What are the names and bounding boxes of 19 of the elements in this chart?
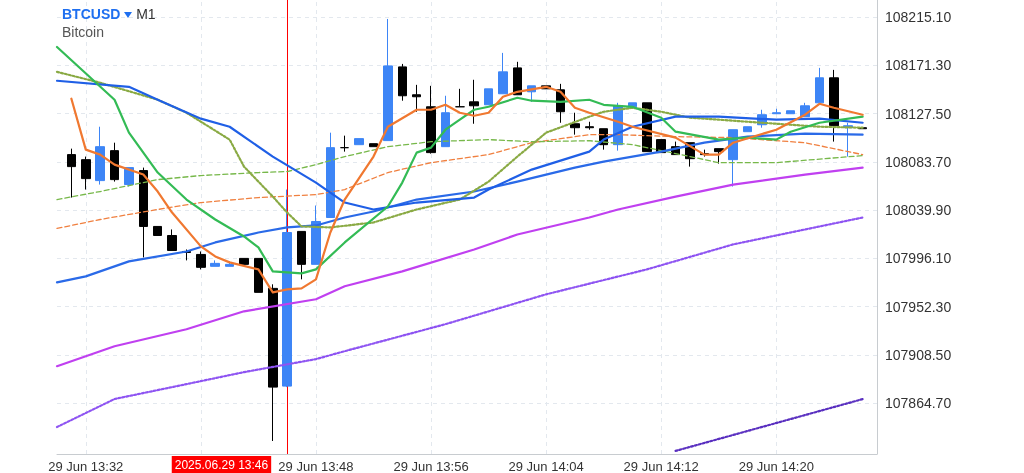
x-tick-label: 29 Jun 13:56 (393, 459, 469, 473)
ref-line-label: 2025.06.29 13:46 (174, 458, 269, 472)
y-tick-label: 107996.10 (885, 250, 952, 267)
y-tick-label: 108039.90 (885, 202, 952, 219)
y-tick-label: 107952.30 (885, 298, 952, 315)
x-tick-label: 29 Jun 14:04 (508, 459, 584, 473)
y-tick-label: 107908.50 (885, 346, 952, 363)
y-tick-label: 108215.10 (885, 8, 952, 25)
y-tick-label: 108171.30 (885, 57, 952, 74)
y-tick-label: 108083.70 (885, 153, 952, 170)
y-tick-label: 107864.70 (885, 395, 952, 412)
text: Bitcoin (62, 23, 106, 41)
x-tick-label: 29 Jun 13:48 (278, 459, 354, 473)
x-tick-label: 29 Jun 13:32 (48, 459, 124, 473)
annotation: M1 (136, 6, 156, 22)
y-tick-label: 108127.50 (885, 105, 952, 122)
x-tick-label: 29 Jun 14:12 (623, 459, 699, 473)
x-tick-label: 29 Jun 14:20 (738, 459, 814, 473)
chart-title: BTCUSD (62, 6, 121, 22)
